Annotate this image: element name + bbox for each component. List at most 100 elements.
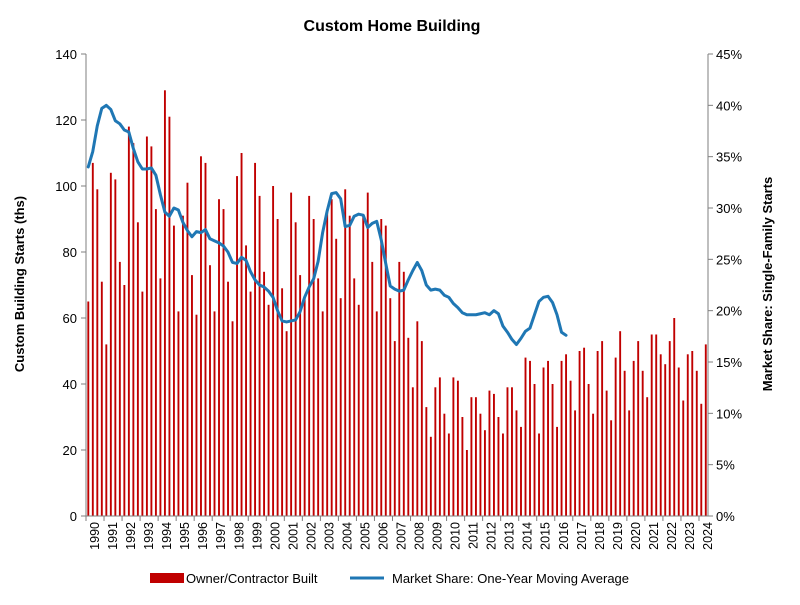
bar — [650, 334, 653, 516]
bar — [524, 357, 527, 516]
bar — [556, 426, 558, 516]
bar — [353, 278, 356, 516]
bar — [587, 384, 590, 516]
x-tick-label: 1994 — [160, 522, 174, 550]
x-tick-label: 2022 — [665, 522, 679, 550]
legend-bar-label: Owner/Contractor Built — [186, 571, 318, 586]
bar — [628, 410, 631, 516]
x-tick-label: 2012 — [485, 522, 499, 550]
bar — [159, 278, 162, 516]
bar — [168, 116, 171, 516]
x-tick-label: 2005 — [358, 522, 372, 550]
bar — [344, 189, 347, 517]
bar — [299, 275, 302, 516]
bar — [254, 162, 257, 516]
bar — [704, 344, 707, 516]
bar — [529, 360, 531, 516]
x-tick-label: 2009 — [431, 522, 445, 550]
x-tick-label: 1993 — [142, 522, 156, 550]
bar — [267, 304, 270, 516]
bar — [186, 182, 189, 516]
bar — [276, 219, 279, 516]
left-tick-label: 0 — [70, 509, 77, 524]
bar — [303, 298, 306, 516]
right-tick-label: 40% — [716, 98, 742, 113]
left-axis-ticks: 0 20 40 60 80 100 120 140 — [55, 47, 86, 524]
right-tick-label: 35% — [716, 150, 742, 165]
bar — [132, 143, 135, 516]
x-axis-ticks: 1990 1991 1992 1993 1994 1995 1996 1997 1998 1999… — [85, 516, 715, 550]
bar — [605, 390, 608, 516]
bar — [200, 156, 202, 517]
right-tick-label: 25% — [716, 252, 742, 267]
bar — [619, 331, 622, 516]
bar — [204, 162, 207, 516]
x-tick-label: 1996 — [196, 522, 210, 550]
bar — [429, 436, 432, 516]
bar — [389, 298, 392, 516]
bar — [290, 192, 293, 516]
bar — [614, 357, 617, 516]
right-tick-label: 5% — [716, 458, 735, 473]
bar — [632, 360, 635, 516]
bar-series — [87, 90, 707, 517]
x-tick-label: 2019 — [611, 522, 625, 550]
bar — [294, 222, 297, 517]
x-tick-label: 1997 — [214, 522, 228, 550]
x-tick-label: 1999 — [250, 522, 264, 550]
bar — [227, 281, 229, 516]
bar — [272, 186, 275, 516]
bar — [150, 146, 153, 516]
bar — [109, 172, 112, 517]
bar — [172, 225, 175, 516]
bar — [100, 281, 103, 516]
bar — [335, 238, 338, 517]
bar — [263, 271, 266, 516]
bar — [420, 341, 423, 516]
bar — [366, 192, 369, 516]
legend: Owner/Contractor Built Market Share: One… — [150, 571, 629, 586]
bar — [574, 410, 577, 516]
bar — [231, 321, 234, 516]
bar — [380, 219, 383, 516]
bar — [438, 377, 441, 516]
bar — [488, 390, 491, 516]
left-axis-title: Custom Building Starts (ths) — [12, 196, 27, 372]
bar — [659, 354, 662, 516]
bar — [520, 426, 522, 516]
bar — [565, 354, 568, 516]
bar — [664, 364, 667, 516]
bar — [362, 215, 365, 516]
bar — [218, 199, 220, 516]
bar — [547, 360, 549, 516]
right-tick-label: 15% — [716, 355, 742, 370]
bar — [682, 400, 685, 516]
x-tick-label: 2007 — [395, 522, 409, 550]
bar — [425, 407, 428, 516]
bar — [623, 370, 626, 516]
bar — [560, 360, 563, 516]
x-tick-label: 2023 — [683, 522, 697, 550]
bar — [596, 351, 599, 516]
x-tick-label: 2000 — [268, 522, 282, 550]
bar — [321, 311, 324, 516]
bar — [136, 222, 139, 517]
market-share-line — [86, 103, 568, 347]
bar — [213, 311, 216, 516]
legend-bar-swatch — [150, 573, 184, 583]
right-tick-label: 30% — [716, 201, 742, 216]
bar — [673, 318, 676, 516]
x-tick-label: 1990 — [88, 522, 102, 550]
bar — [222, 209, 225, 516]
bar — [569, 380, 572, 516]
bar — [240, 153, 243, 516]
x-tick-label: 2002 — [304, 522, 318, 550]
bar — [209, 265, 211, 516]
bar — [474, 397, 477, 516]
x-tick-label: 2018 — [593, 522, 607, 550]
bar — [515, 410, 518, 516]
bar — [443, 413, 446, 516]
bar — [154, 209, 157, 516]
bar — [177, 311, 180, 516]
